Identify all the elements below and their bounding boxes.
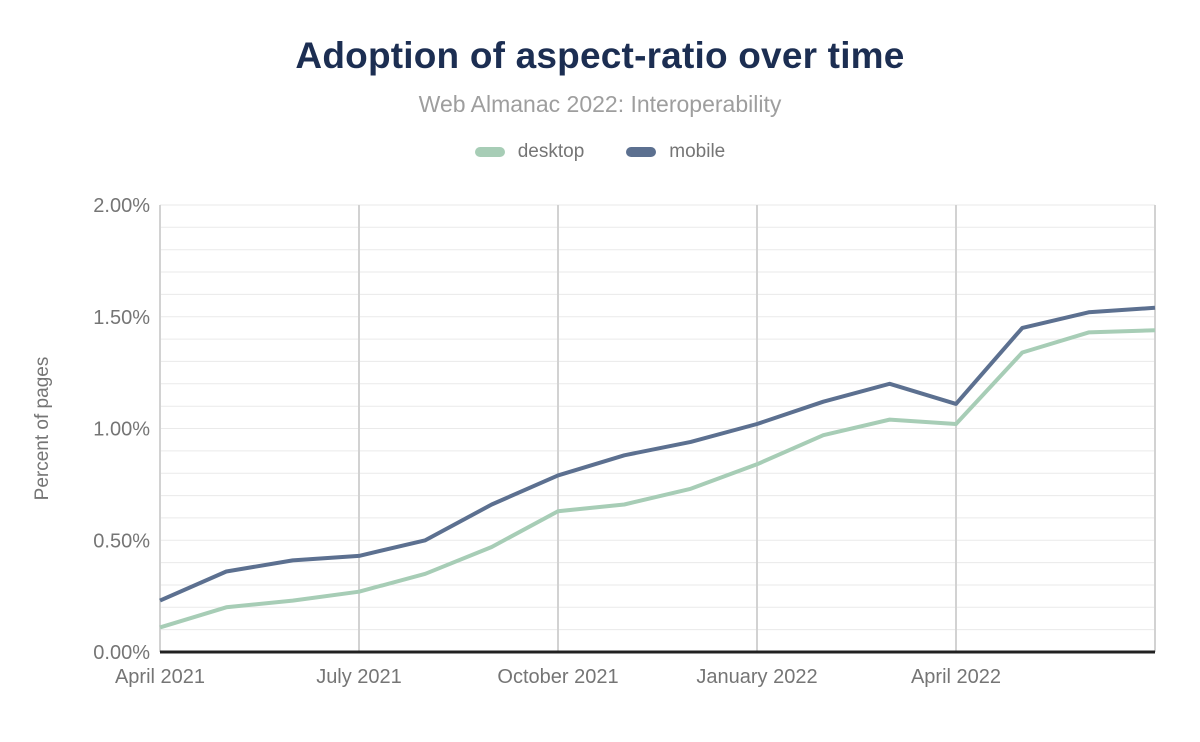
y-tick-label: 1.00% bbox=[93, 419, 150, 441]
mobile-line bbox=[159, 305, 1156, 603]
y-axis-title: Percent of pages bbox=[32, 357, 53, 501]
chart-subtitle: Web Almanac 2022: Interoperability bbox=[418, 90, 782, 117]
legend-label-desktop: desktop bbox=[517, 140, 585, 162]
legend-label-mobile: mobile bbox=[669, 140, 726, 162]
desktop-swatch-icon bbox=[474, 146, 505, 157]
x-tick-label: April 2022 bbox=[911, 666, 1001, 688]
y-tick-label: 0.00% bbox=[93, 642, 150, 664]
chart-title: Adoption of aspect-ratio over time bbox=[295, 35, 905, 76]
x-tick-label: January 2022 bbox=[696, 666, 817, 688]
chart-legend: desktop mobile bbox=[0, 141, 1200, 163]
desktop-line bbox=[159, 328, 1156, 630]
x-tick-label: April 2021 bbox=[115, 666, 205, 688]
legend-item-desktop: desktop bbox=[474, 140, 585, 163]
y-tick-label: 1.50% bbox=[93, 307, 150, 329]
mobile-swatch-icon bbox=[626, 146, 657, 157]
x-tick-label: July 2021 bbox=[316, 666, 402, 688]
x-tick-label: October 2021 bbox=[497, 666, 618, 688]
legend-item-mobile: mobile bbox=[626, 141, 725, 163]
y-tick-label: 2.00% bbox=[93, 195, 150, 217]
y-tick-label: 0.50% bbox=[93, 530, 150, 552]
